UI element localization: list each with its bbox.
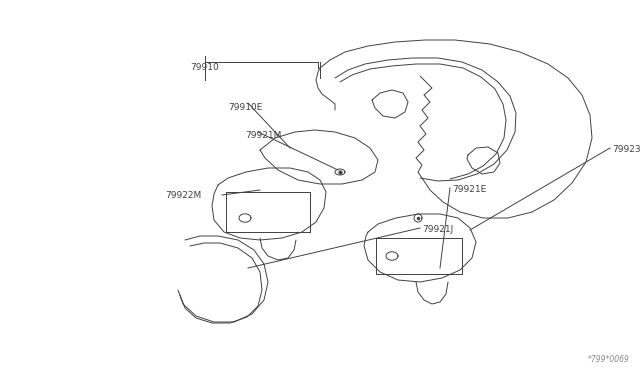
Text: 79910: 79910: [190, 64, 219, 73]
Text: 79910E: 79910E: [228, 103, 262, 112]
Text: 79923M: 79923M: [612, 145, 640, 154]
Text: 79922M: 79922M: [165, 190, 201, 199]
Text: 79921J: 79921J: [422, 225, 453, 234]
Text: *799*0069: *799*0069: [588, 355, 630, 364]
Text: 79921M: 79921M: [245, 131, 282, 141]
Text: 79921E: 79921E: [452, 186, 486, 195]
